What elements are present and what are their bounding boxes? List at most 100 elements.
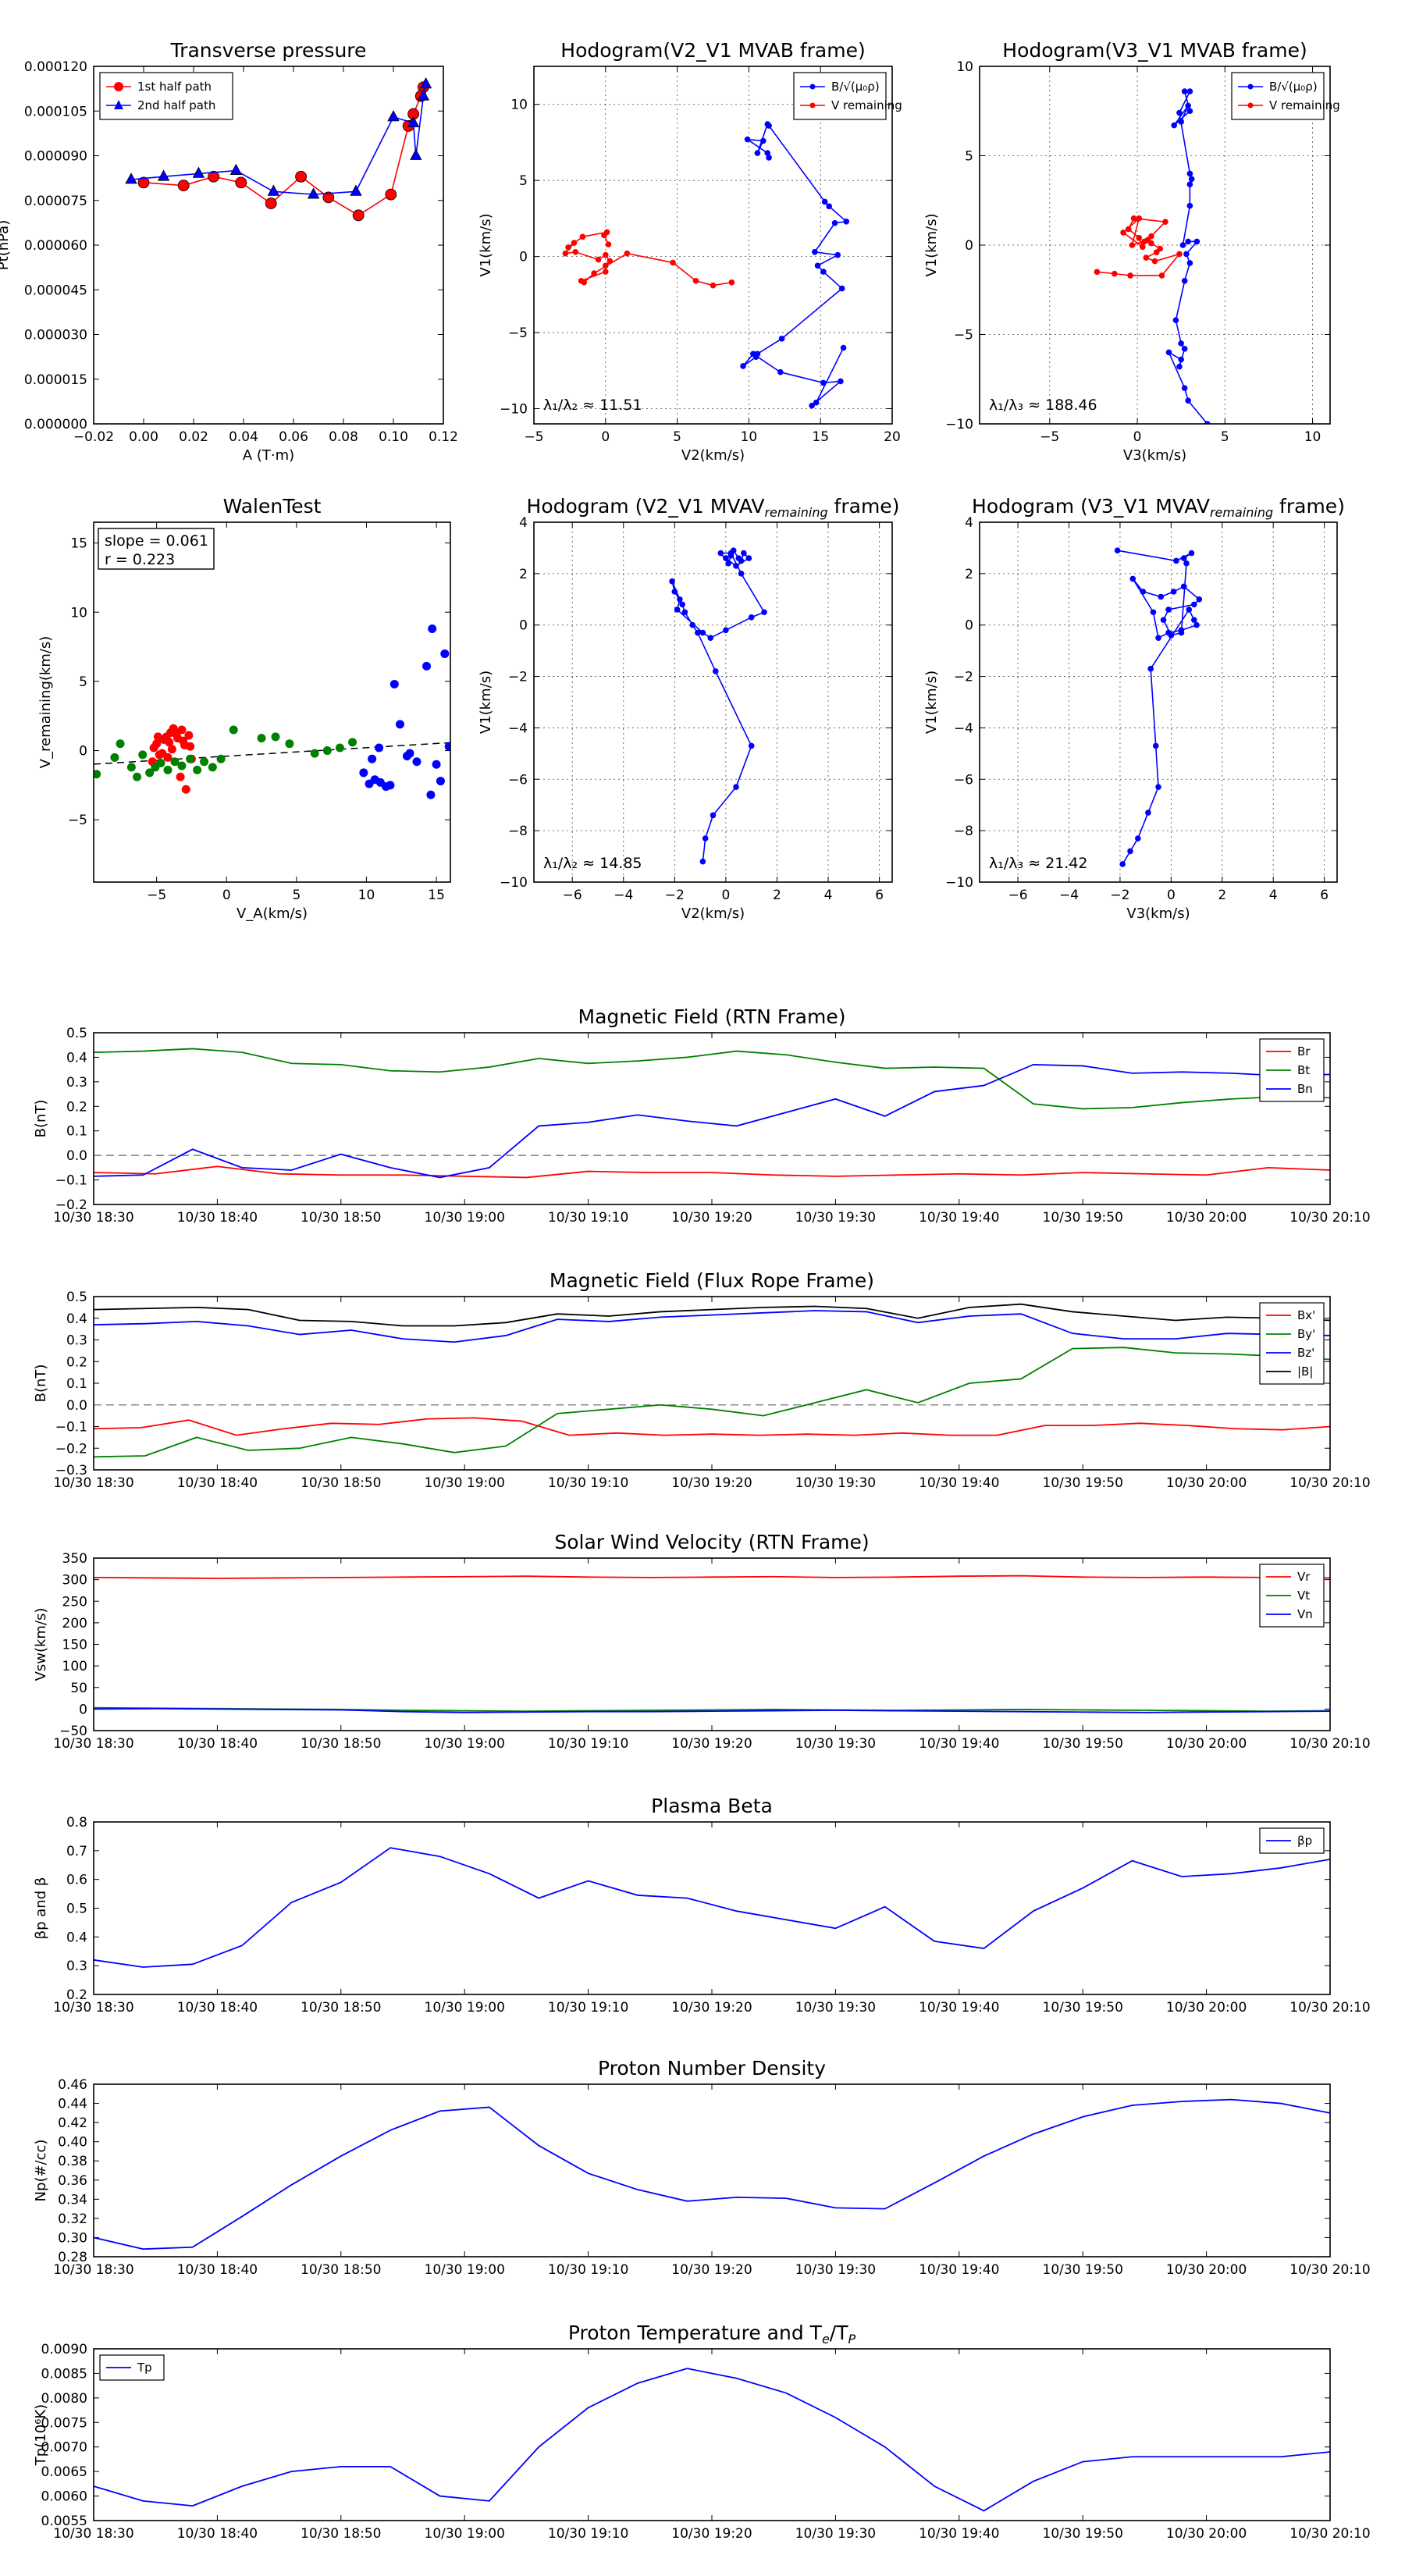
- y-tick-label: 0.4: [66, 1311, 87, 1327]
- y-tick-label: 0.000000: [24, 417, 87, 432]
- axes-frame: [93, 1557, 1331, 1731]
- axes-frame: [979, 521, 1338, 883]
- data-point: [1152, 742, 1159, 749]
- x-axis-label: A (T·m): [243, 447, 294, 464]
- y-tick-label: 0.0075: [41, 2415, 87, 2431]
- data-point: [1186, 202, 1193, 209]
- data-point: [1186, 170, 1193, 177]
- series-line: [1167, 91, 1208, 424]
- y-tick-label: 250: [62, 1594, 87, 1610]
- data-point: [565, 244, 571, 251]
- eigen-ratio-label: λ₁/λ₂ ≈ 14.85: [543, 855, 642, 872]
- data-point: [138, 750, 148, 760]
- data-point: [1136, 235, 1143, 241]
- plot-area: [1114, 547, 1203, 867]
- legend-label: βp: [1297, 1834, 1312, 1848]
- data-point: [820, 379, 827, 386]
- data-point: [733, 563, 739, 569]
- data-point: [712, 668, 719, 674]
- data-point: [1144, 237, 1151, 243]
- data-point: [1188, 176, 1195, 183]
- axes-frame: [93, 2083, 1331, 2258]
- data-point: [834, 251, 841, 258]
- title-part: Hodogram (V3_V1 MVAV: [972, 495, 1210, 518]
- legend-marker: [114, 100, 123, 109]
- y-tick-label: 200: [62, 1616, 87, 1631]
- data-point: [432, 760, 441, 769]
- chart-solar-wind-velocity: 10/30 18:30 10/30 18:40 10/30 18:50 10/30 1…: [33, 1531, 1371, 1752]
- y-tick-label: 0.4: [66, 1050, 87, 1066]
- y-tick-label: 0.000105: [24, 104, 87, 119]
- y-axis-label: B(nT): [33, 1364, 49, 1403]
- title-end: frame): [828, 495, 900, 518]
- y-axis-label: B(nT): [33, 1100, 49, 1138]
- y-tick-label: 0.3: [66, 1959, 87, 1974]
- x-tick-label: 10/30 18:40: [177, 1475, 258, 1491]
- x-axis-label: V2(km/s): [681, 447, 745, 464]
- x-tick-label: 10/30 19:10: [548, 2000, 628, 2016]
- x-tick-label: 5: [1221, 429, 1229, 445]
- data-point: [1181, 88, 1188, 94]
- y-tick-label: −4: [954, 720, 973, 736]
- data-point: [177, 180, 190, 192]
- x-tick-label: 15: [812, 429, 829, 445]
- data-point: [723, 555, 729, 561]
- y-axis-label: V1(km/s): [478, 213, 494, 276]
- title-part: Proton Temperature and T: [568, 2322, 823, 2344]
- x-tick-label: 10/30 18:30: [53, 2000, 133, 2016]
- data-point: [1186, 607, 1193, 613]
- x-tick-label: 10/30 19:00: [425, 1210, 505, 1226]
- data-point: [163, 753, 173, 762]
- data-point: [699, 629, 706, 636]
- series-line: [93, 1165, 1331, 1179]
- y-axis-label: Pt(nPa): [0, 220, 12, 270]
- data-point: [1120, 229, 1126, 236]
- data-point: [1114, 547, 1121, 554]
- series-line: [93, 1847, 1331, 1968]
- data-point: [133, 772, 142, 781]
- data-point: [809, 402, 815, 409]
- x-axis-label: V3(km/s): [1126, 906, 1190, 922]
- x-tick-label: 6: [1320, 888, 1329, 903]
- title-part: P: [848, 2332, 856, 2347]
- x-tick-label: −6: [563, 888, 582, 903]
- y-tick-label: 0.28: [58, 2250, 87, 2265]
- y-tick-label: 0.32: [58, 2211, 87, 2227]
- data-point: [723, 627, 729, 634]
- data-point: [1191, 617, 1197, 623]
- x-tick-label: 10/30 19:30: [795, 1736, 876, 1752]
- y-tick-label: 0.30: [58, 2230, 87, 2246]
- data-point: [385, 188, 397, 201]
- data-point: [335, 743, 344, 753]
- x-tick-label: 10/30 19:50: [1043, 1475, 1123, 1491]
- legend-label: V remaining: [1269, 98, 1340, 112]
- data-point: [740, 363, 746, 369]
- eigen-ratio-label: λ₁/λ₃ ≈ 21.42: [989, 855, 1088, 872]
- data-point: [838, 285, 845, 292]
- plot-area: [669, 547, 767, 865]
- data-point: [192, 166, 205, 178]
- data-point: [176, 772, 185, 781]
- y-tick-label: 0.000015: [24, 372, 87, 388]
- y-tick-label: 0.0060: [41, 2489, 87, 2505]
- x-tick-label: 0.12: [429, 429, 458, 445]
- x-tick-label: 10/30 19:30: [795, 1210, 876, 1226]
- x-tick-label: 10/30 19:40: [919, 2262, 999, 2278]
- data-point: [1119, 861, 1126, 867]
- y-tick-label: 0.0090: [41, 2342, 87, 2357]
- data-point: [348, 738, 357, 747]
- data-point: [606, 258, 614, 265]
- x-tick-label: 10/30 18:40: [177, 1736, 258, 1752]
- chart-magnetic-field-flux-rope: 10/30 18:30 10/30 18:40 10/30 18:50 10/30 1…: [33, 1269, 1371, 1491]
- data-point: [814, 262, 821, 269]
- x-tick-label: 10/30 20:10: [1289, 1475, 1370, 1491]
- y-tick-label: −2: [954, 670, 973, 685]
- x-tick-label: 10/30 19:30: [795, 2262, 876, 2278]
- y-tick-label: 0: [965, 238, 973, 254]
- x-tick-label: 10: [1304, 429, 1321, 445]
- legend-label: Br: [1297, 1044, 1311, 1059]
- chart-title: Hodogram(V3_V1 MVAB frame): [1002, 39, 1307, 62]
- data-point: [1176, 251, 1183, 258]
- x-tick-label: 10/30 19:40: [919, 2526, 999, 2542]
- y-tick-label: −0.1: [55, 1420, 87, 1436]
